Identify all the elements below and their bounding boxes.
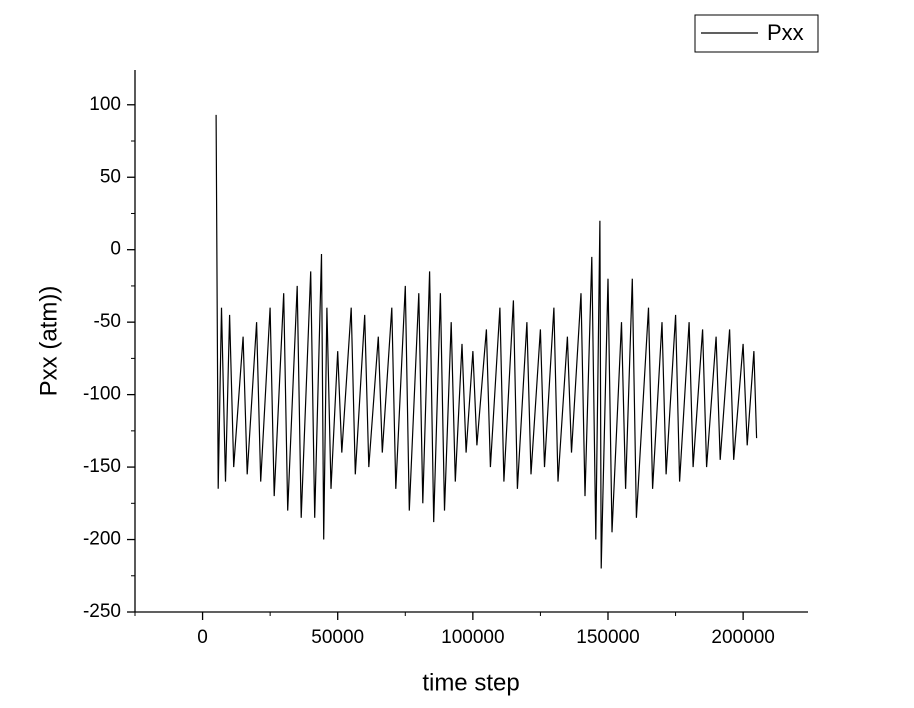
x-tick-label: 150000: [576, 627, 639, 648]
y-tick-label: -200: [83, 529, 121, 550]
data-line: [215, 114, 758, 569]
y-tick-label: -250: [83, 601, 121, 622]
y-tick-label: 50: [100, 166, 121, 187]
legend-label: Pxx: [767, 20, 804, 45]
y-tick-label: 100: [89, 94, 121, 115]
x-tick-label: 50000: [311, 627, 364, 648]
y-tick-label: -150: [83, 456, 121, 477]
x-tick-label: 0: [197, 627, 208, 648]
y-axis-title: Pxx (atm)): [35, 286, 62, 397]
y-tick-label: -50: [94, 311, 121, 332]
y-tick-label: 0: [110, 239, 121, 260]
x-tick-label: 200000: [711, 627, 774, 648]
x-axis-title: time step: [422, 669, 519, 696]
y-tick-label: -100: [83, 384, 121, 405]
x-tick-label: 100000: [441, 627, 504, 648]
